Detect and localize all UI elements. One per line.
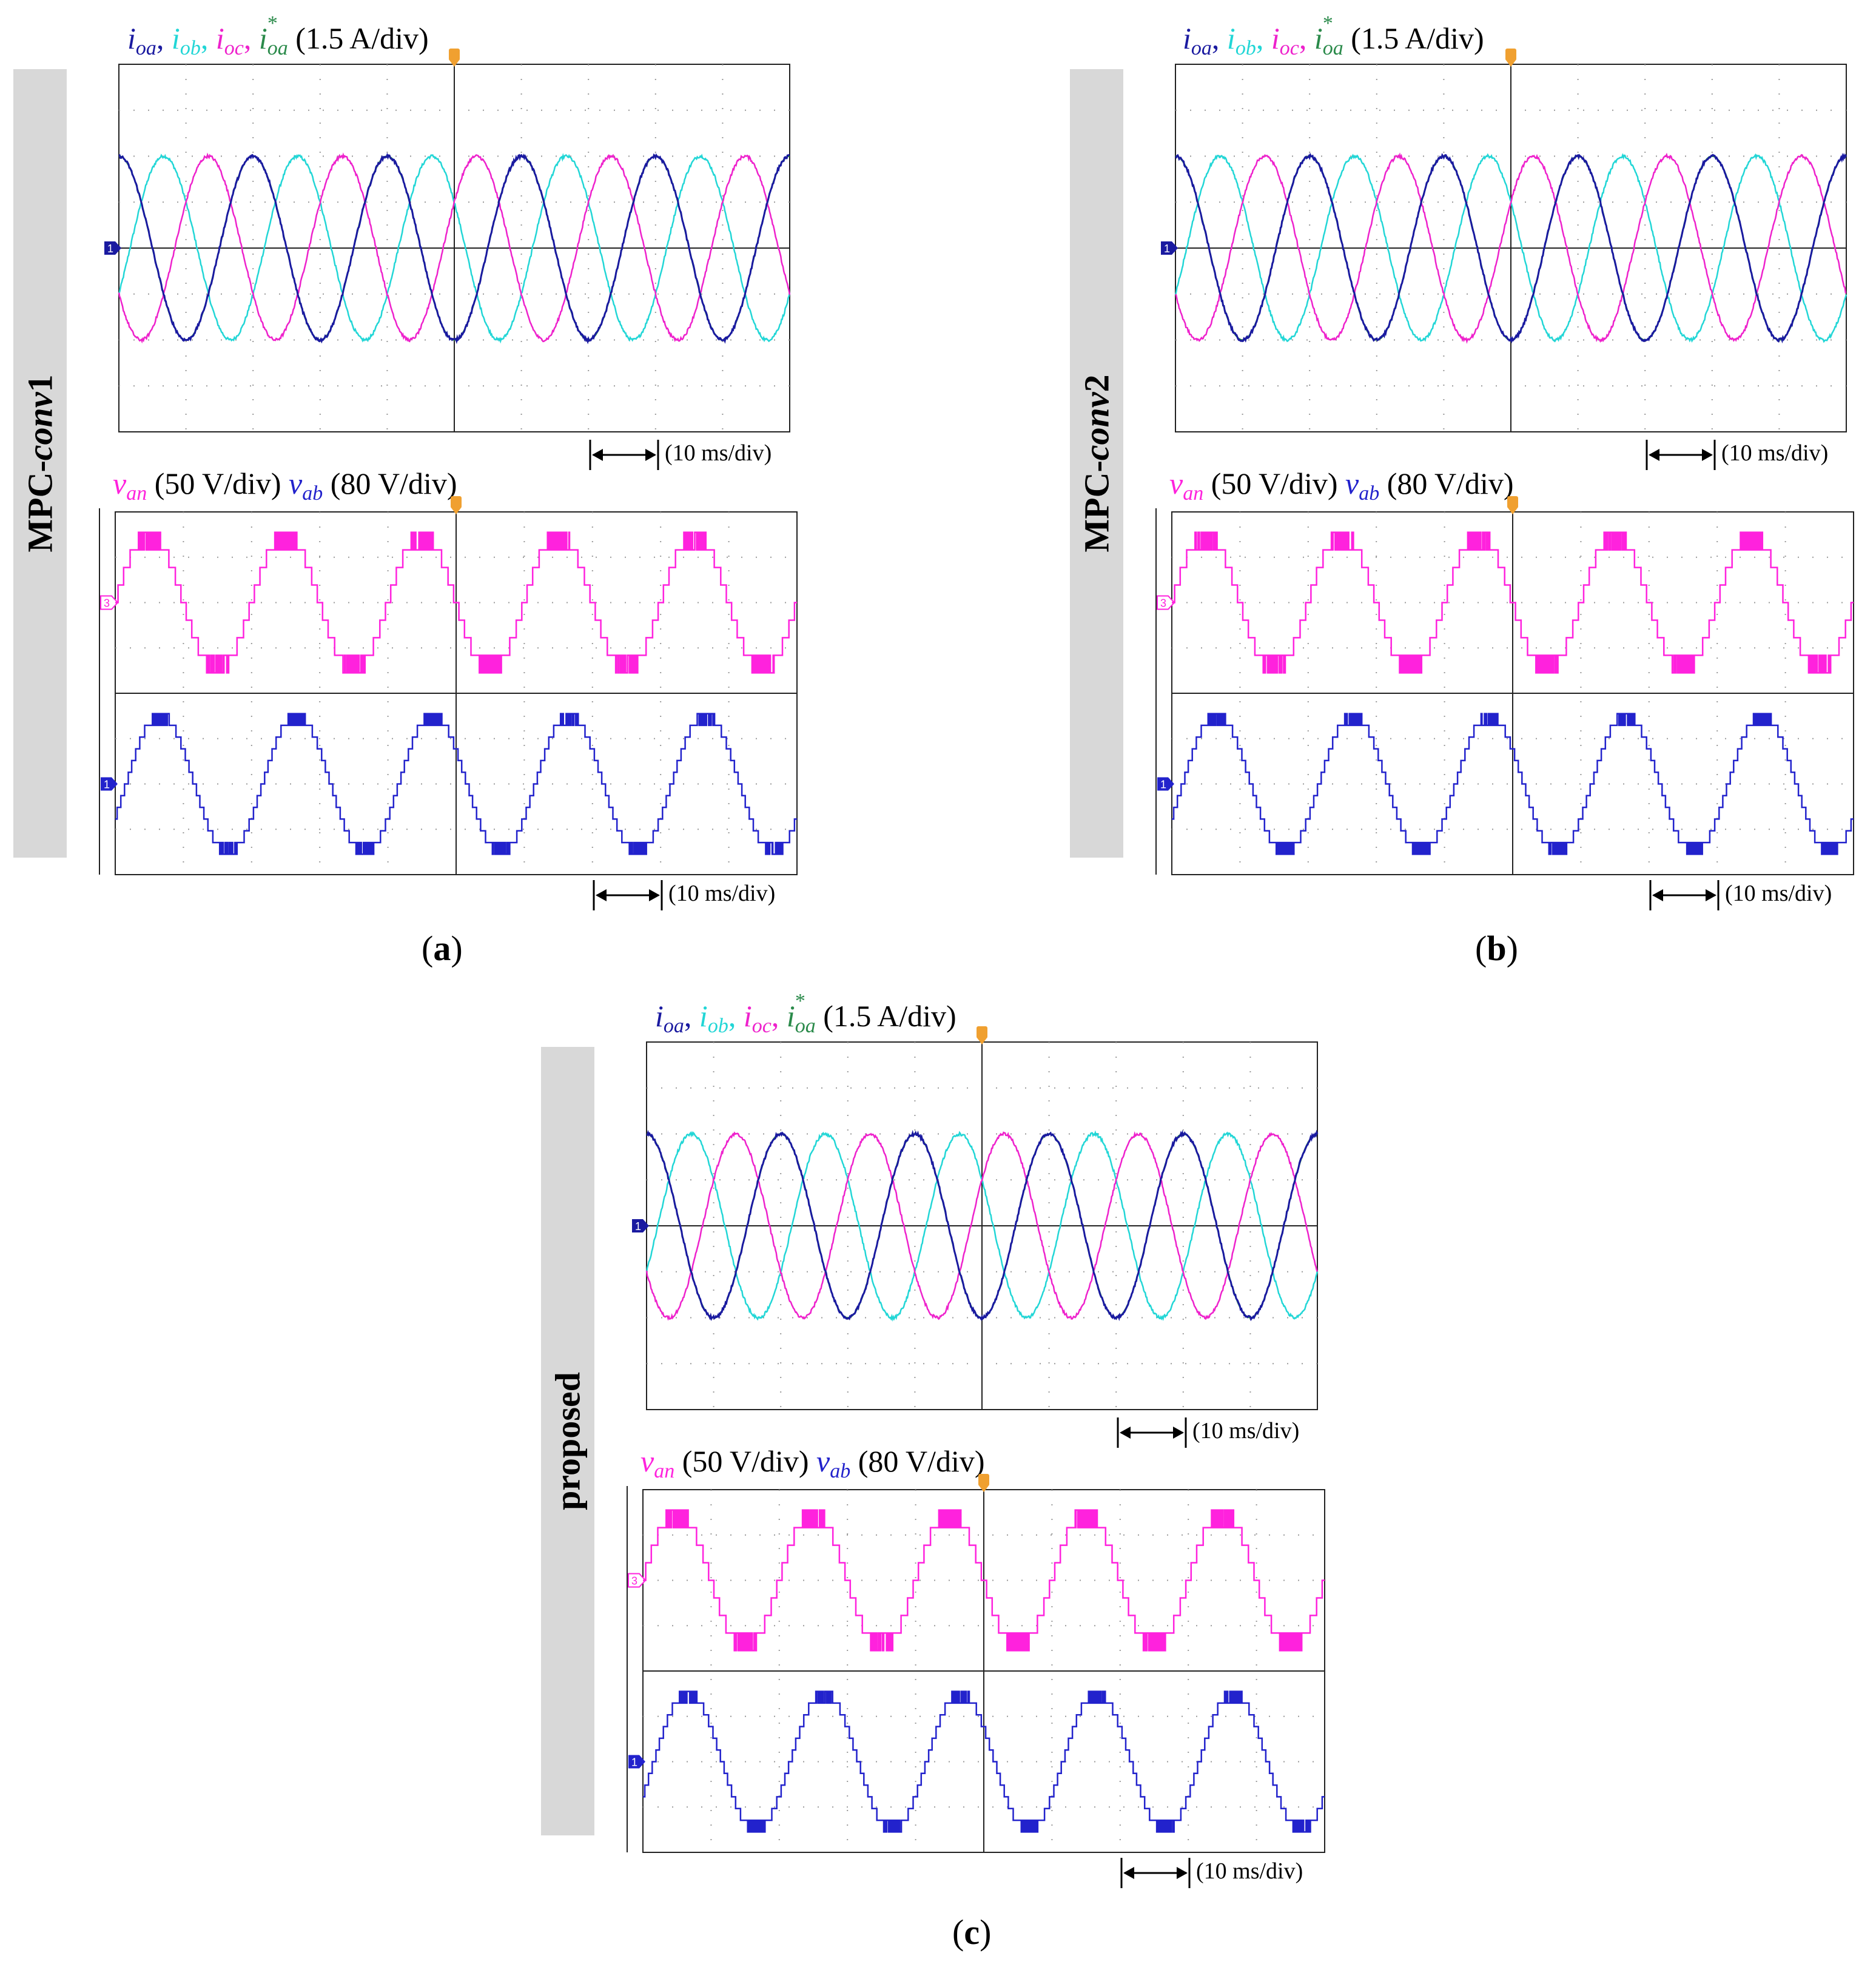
svg-text:3: 3 [104,597,110,610]
caption-b: (b) [1475,929,1518,968]
arrow-left-icon [1649,449,1659,461]
arrow-left-icon [592,449,603,461]
arrow-right-icon [1173,1427,1184,1439]
svg-text:1: 1 [1164,243,1170,255]
trigger-marker-icon [451,496,462,514]
channel-3-marker-icon: 3 [1157,595,1175,610]
timebase-label-voltage-b: (10 ms/div) [1725,881,1832,906]
timebase-label-voltage-c: (10 ms/div) [1196,1858,1303,1884]
channel-1-marker-icon: 1 [1161,241,1178,255]
channel-3-marker-icon: 3 [628,1573,647,1588]
series-vab [643,1690,1325,1833]
timebase-arrow-voltage-c [1120,1858,1191,1888]
svg-text:1: 1 [1160,779,1166,791]
scope-voltage-a: 31 [99,496,798,875]
scope-current-c: 1 [632,1026,1319,1410]
arrow-right-icon [649,889,660,901]
timebase-arrow-voltage-a [593,880,663,910]
arrow-right-icon [645,449,656,461]
channel-1-voltage-marker-icon: 1 [1157,777,1174,791]
svg-text:1: 1 [107,243,113,255]
trigger-marker-icon [978,1474,989,1492]
voltage-legend-c: van (50 V/div) vab (80 V/div) [640,1444,985,1482]
timebase-arrow-current-a [589,440,659,470]
current-legend-c: ioa, iob, ioc, i * oa (1.5 A/div) [655,990,956,1037]
series-ioa [1175,152,1847,344]
voltage-legend-b: van (50 V/div) vab (80 V/div) [1169,466,1514,505]
sidebar-text-c: proposed [548,1372,588,1510]
channel-1-voltage-marker-icon: 1 [101,777,118,791]
timebase-arrow-current-c [1117,1417,1187,1448]
sidebar-text-b: MPC-conv2 [1077,374,1117,553]
timebase-label-current-a: (10 ms/div) [665,440,772,466]
sidebar-label-b: MPC-conv2 [1070,69,1123,858]
series-vab [115,713,797,855]
figure-panel-a: MPC-conv1 ioa, iob, ioc, i * oa (1.5 A/div… [0,0,807,983]
scope-current-b: 1 [1161,49,1847,432]
figure-panel-c: proposed ioa, iob, ioc, i * oa (1.5 A/div)… [528,978,1340,1966]
arrow-left-icon [1652,889,1663,901]
trigger-marker-icon [1505,49,1516,67]
scope-current-a: 1 [104,49,791,432]
trigger-marker-icon [1507,496,1518,514]
arrow-left-icon [1123,1867,1134,1879]
arrow-right-icon [1702,449,1713,461]
timebase-arrow-voltage-b [1649,880,1720,910]
timebase-label-current-b: (10 ms/div) [1721,440,1829,466]
series-vab [1172,713,1854,855]
channel-3-marker-icon: 3 [100,595,119,610]
series-van [643,1509,1325,1652]
channel-1-marker-icon: 1 [632,1219,649,1232]
svg-text:1: 1 [631,1757,637,1769]
voltage-legend-a: van (50 V/div) vab (80 V/div) [113,466,457,505]
scope-voltage-c: 31 [627,1474,1325,1853]
channel-1-marker-icon: 1 [104,241,121,255]
svg-text:3: 3 [1160,597,1166,610]
channel-1-voltage-marker-icon: 1 [628,1755,645,1769]
current-legend-a: ioa, iob, ioc, i * oa (1.5 A/div) [127,12,429,59]
scope-voltage-b: 31 [1155,496,1854,875]
caption-c: (c) [952,1912,992,1952]
trigger-marker-icon [977,1026,987,1044]
trigger-marker-icon [449,49,460,67]
timebase-label-voltage-a: (10 ms/div) [668,881,776,906]
svg-text:1: 1 [635,1220,641,1232]
figure-panel-b: MPC-conv2 ioa, iob, ioc, i * oa (1.5 A/div… [1057,0,1869,983]
arrow-right-icon [1706,889,1716,901]
caption-a: (a) [422,929,463,968]
series-van [1172,531,1854,674]
svg-text:3: 3 [631,1575,637,1587]
series-van [115,531,797,674]
sidebar-label-c: proposed [541,1047,594,1835]
series-ioa [118,152,790,345]
sidebar-text-a: MPC-conv1 [20,374,60,553]
timebase-arrow-current-b [1646,440,1716,470]
arrow-left-icon [1120,1427,1131,1439]
timebase-label-current-c: (10 ms/div) [1192,1418,1300,1444]
current-legend-b: ioa, iob, ioc, i * oa (1.5 A/div) [1183,12,1484,59]
svg-text:1: 1 [104,779,110,791]
sidebar-label-a: MPC-conv1 [13,69,67,858]
series-ioa [646,1129,1319,1322]
arrow-left-icon [596,889,607,901]
arrow-right-icon [1177,1867,1188,1879]
